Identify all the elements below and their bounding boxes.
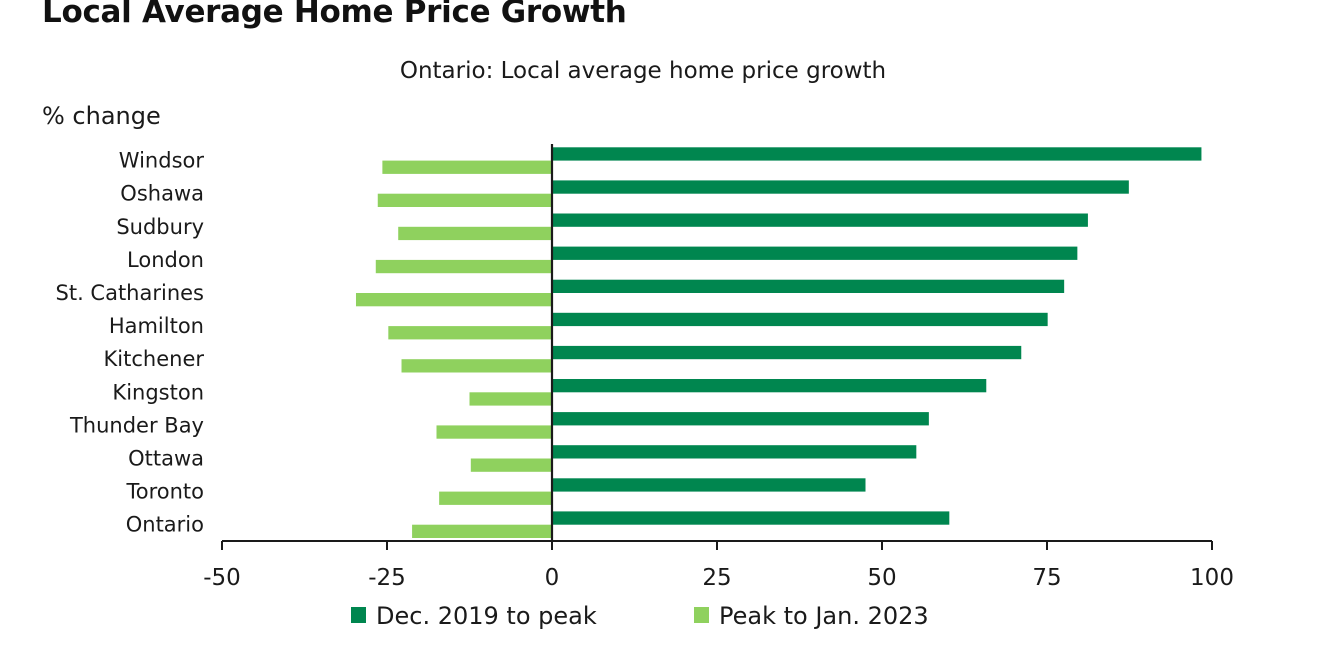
category-label: St. Catharines [56, 281, 205, 305]
category-label: Kitchener [104, 347, 205, 371]
bar-peak-to-jan2023-london [375, 259, 552, 274]
category-label: London [127, 248, 204, 272]
x-tick-label: 25 [702, 565, 731, 591]
legend-swatch [694, 607, 709, 623]
legend-swatch [351, 607, 366, 623]
category-label: Kingston [112, 380, 204, 404]
bar-peak-to-jan2023-ontario [412, 524, 552, 538]
category-label: Oshawa [120, 182, 204, 206]
bar-peak-to-jan2023-toronto [439, 491, 552, 505]
bar-peak-to-jan2023-kitchener [401, 359, 552, 373]
bar-dec2019-to-peak-st-catharines [552, 279, 1065, 293]
x-tick-label: 50 [867, 565, 896, 591]
category-label: Windsor [119, 149, 205, 173]
x-tick-label: 100 [1190, 565, 1234, 591]
bar-peak-to-jan2023-ottawa [470, 458, 552, 472]
bar-dec2019-to-peak-ontario [552, 511, 950, 525]
bar-peak-to-jan2023-hamilton [388, 326, 552, 340]
bar-dec2019-to-peak-sudbury [552, 213, 1088, 227]
category-label: Thunder Bay [69, 413, 204, 437]
bar-dec2019-to-peak-london [552, 246, 1078, 260]
x-tick-label: 75 [1032, 565, 1061, 591]
axes-group [221, 144, 1213, 550]
bar-dec2019-to-peak-hamilton [552, 312, 1048, 327]
bar-dec2019-to-peak-kitchener [552, 345, 1022, 360]
bar-dec2019-to-peak-kingston [552, 379, 987, 393]
category-label: Toronto [125, 480, 204, 504]
category-label: Ontario [126, 513, 204, 537]
bar-peak-to-jan2023-st-catharines [355, 293, 552, 307]
bar-peak-to-jan2023-kingston [469, 392, 552, 406]
category-labels: Windsor Oshawa Sudbury London St. Catharines… [56, 149, 205, 537]
bar-dec2019-to-peak-toronto [552, 478, 866, 492]
y-axis-label: % change [42, 102, 161, 130]
x-tick-label: -50 [203, 565, 241, 591]
bar-peak-to-jan2023-sudbury [398, 226, 552, 241]
category-label: Sudbury [116, 215, 204, 239]
page-title: Local Average Home Price Growth [42, 0, 627, 30]
legend-label: Peak to Jan. 2023 [719, 602, 929, 630]
x-tick-labels: -50 -25 0 25 50 75 100 [203, 565, 1234, 591]
x-tick-label: 0 [545, 565, 560, 591]
bar-peak-to-jan2023-thunder-bay [436, 425, 552, 439]
bar-dec2019-to-peak-oshawa [552, 180, 1129, 194]
x-tick-label: -25 [368, 565, 406, 591]
bar-peak-to-jan2023-windsor [382, 160, 552, 174]
bar-dec2019-to-peak-ottawa [552, 445, 917, 459]
legend-label: Dec. 2019 to peak [376, 602, 597, 630]
bars-group [355, 147, 1202, 538]
chart-title: Ontario: Local average home price growth [399, 58, 887, 84]
bar-dec2019-to-peak-thunder-bay [552, 412, 929, 426]
legend: Dec. 2019 to peak Peak to Jan. 2023 [351, 602, 929, 630]
bar-dec2019-to-peak-windsor [552, 147, 1202, 161]
category-label: Ottawa [128, 447, 204, 471]
category-label: Hamilton [109, 314, 204, 338]
bar-peak-to-jan2023-oshawa [377, 193, 552, 207]
